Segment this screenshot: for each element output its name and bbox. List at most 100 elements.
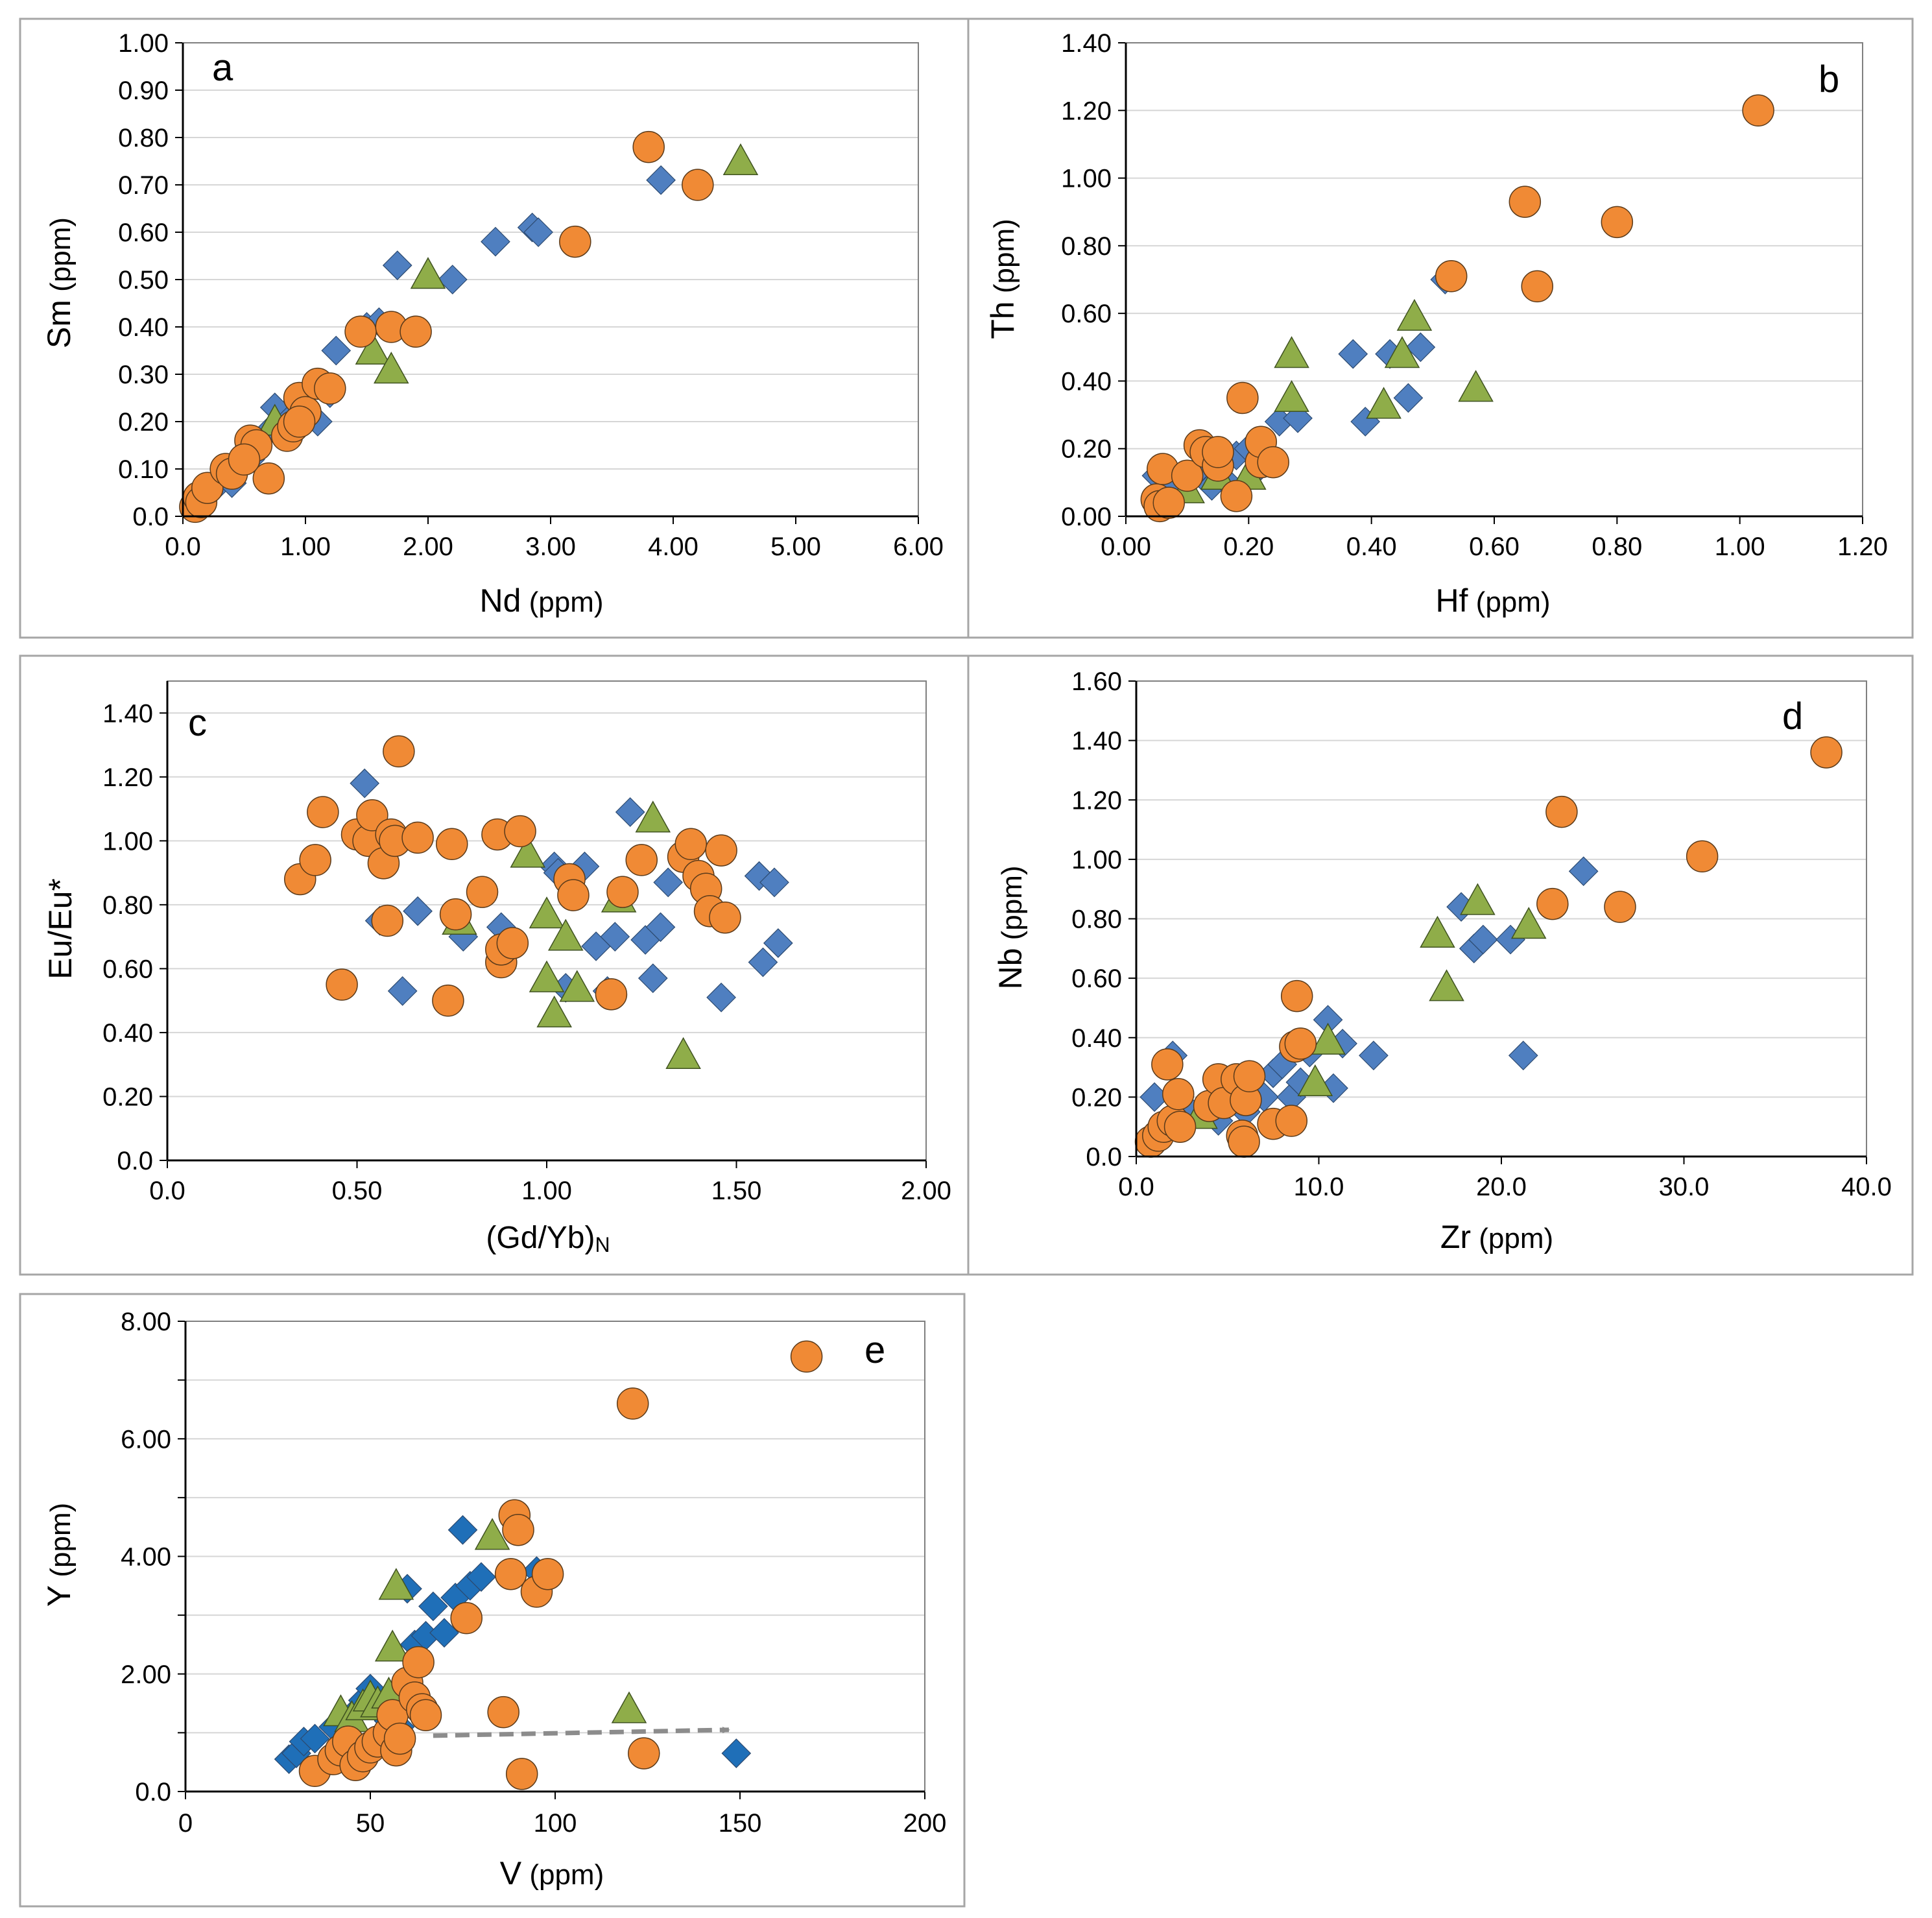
panel-label-d: d [1782,695,1803,737]
point-a-circles-15 [344,315,377,348]
point-e-circles-19 [494,1557,527,1590]
point-c-circles-21 [504,815,536,848]
y-tick-label-b-7: 1.40 [1061,29,1112,58]
point-a-diamonds-11 [321,335,352,366]
point-d-triangles-6 [1510,907,1547,939]
x-tick-label-e-1: 50 [356,1809,385,1838]
chart-panel-d: 0.0 0.20 0.40 0.60 0.80 1.00 1.20 1.40 1.60 0.0 10… [992,667,1892,1255]
point-d-circles-22 [1604,891,1636,923]
y-axis-label-unit-e: (ppm) [45,1503,77,1585]
points-c [284,735,793,1069]
x-axis-label-main-e: V [500,1855,522,1891]
point-e-circles-16 [409,1699,442,1731]
point-b-triangles-8 [1458,370,1494,402]
point-b-circles-15 [1509,186,1542,218]
x-tick-label-d-0: 0.0 [1118,1173,1154,1201]
y-tick-label-a-3: 0.30 [118,361,169,389]
point-b-circles-10 [1226,381,1259,414]
point-c-diamonds-3 [403,896,433,926]
y-axis-label-b: Th (ppm) [984,219,1021,339]
point-c-circles-24 [595,978,628,1011]
y-tick-label-a-8: 0.80 [118,124,169,152]
point-a-circles-14 [314,372,346,405]
y-tick-label-b-2: 0.40 [1061,367,1112,396]
point-e-circles-25 [616,1387,649,1420]
x-axis-label-main-b: Hf [1435,582,1468,619]
x-tick-label-e-4: 200 [903,1809,947,1838]
point-e-triangles-7 [378,1568,414,1600]
x-axis-label-unit-a: (ppm) [521,586,603,618]
x-tick-label-a-3: 3.00 [525,533,576,561]
y-tick-label-b-6: 1.20 [1061,97,1112,125]
point-b-diamonds-15 [1405,332,1436,363]
point-a-triangles-2 [374,352,409,384]
chart-panel-a: 0.0 0.10 0.20 0.30 0.40 0.50 0.60 0.70 0.80 0.90 1… [41,29,944,619]
point-a-circles-18 [559,225,591,258]
point-d-triangles-1 [1297,1064,1333,1097]
point-c-circles-2 [307,796,339,828]
point-e-circles-18 [487,1696,519,1729]
point-c-diamonds-22 [763,928,793,958]
y-tick-label-d-1: 0.20 [1071,1083,1122,1112]
point-e-circles-14 [402,1646,435,1679]
y-tick-label-d-5: 1.00 [1071,846,1122,874]
point-b-circles-17 [1601,206,1634,239]
tick-labels-e: 0.0 2.00 4.00 6.00 8.00 0 50 100 150 200 [121,1308,946,1838]
y-tick-label-d-8: 1.60 [1071,667,1122,696]
x-tick-label-d-4: 40.0 [1841,1173,1892,1201]
point-a-diamonds-15 [437,265,468,294]
point-c-circles-33 [709,901,741,934]
point-d-circles-12 [1228,1125,1260,1158]
point-a-circles-19 [632,130,665,163]
y-tick-label-a-6: 0.60 [118,219,169,247]
x-axis-label-d: Zr (ppm) [1440,1219,1553,1255]
point-d-circles-16 [1275,1105,1308,1137]
point-a-diamonds-14 [382,250,412,280]
x-axis-label-main-d: Zr [1440,1219,1471,1255]
panel-label-c: c [188,702,207,744]
point-d-diamonds-20 [1508,1040,1538,1071]
y-axis-label-unit-d: (ppm) [996,865,1028,948]
point-b-circles-18 [1742,94,1774,127]
point-b-triangles-5 [1366,387,1401,419]
point-b-circles-3 [1152,486,1186,519]
point-c-circles-13 [432,984,464,1017]
x-tick-label-b-0: 0.00 [1101,533,1151,561]
y-axis-label-a: Sm (ppm) [41,217,77,348]
y-axis-label-main-e: Y [41,1585,77,1607]
y-tick-label-b-0: 0.00 [1061,503,1112,531]
point-c-circles-3 [326,968,358,1001]
y-tick-label-c-6: 1.20 [102,763,153,792]
x-tick-label-c-2: 1.00 [521,1177,572,1205]
point-a-triangles-1 [355,332,391,365]
x-tick-label-a-1: 1.00 [280,533,331,561]
x-tick-label-d-1: 10.0 [1294,1173,1344,1201]
y-tick-label-d-3: 0.60 [1071,965,1122,993]
point-c-circles-28 [674,828,708,861]
point-c-circles-16 [466,876,499,908]
point-b-circles-13 [1257,446,1289,479]
x-tick-label-b-6: 1.20 [1837,533,1888,561]
panel-label-e: e [865,1329,885,1371]
point-b-circles-14 [1435,260,1468,293]
point-a-diamonds-19 [646,165,676,195]
y-tick-label-c-0: 0.0 [117,1147,153,1175]
point-d-diamonds-18 [1468,924,1498,955]
point-c-diamonds-12 [600,922,630,952]
axes-c [160,680,927,1168]
x-tick-label-b-4: 0.80 [1592,533,1642,561]
y-tick-label-e-8: 8.00 [121,1308,171,1336]
point-d-triangles-5 [1460,883,1496,915]
y-tick-label-c-3: 0.60 [102,955,153,983]
x-axis-label-unit-d: (ppm) [1471,1223,1553,1254]
x-axis-label-sub-c: N [595,1233,610,1256]
point-a-triangles-4 [722,143,759,176]
point-c-circles-1 [299,844,331,876]
point-c-diamonds-15 [638,963,668,994]
points-d [1134,736,1843,1158]
x-tick-label-a-2: 2.00 [403,533,453,561]
point-b-diamonds-14 [1393,383,1424,413]
y-tick-label-d-4: 0.80 [1071,905,1122,934]
y-tick-label-a-1: 0.10 [118,455,169,484]
